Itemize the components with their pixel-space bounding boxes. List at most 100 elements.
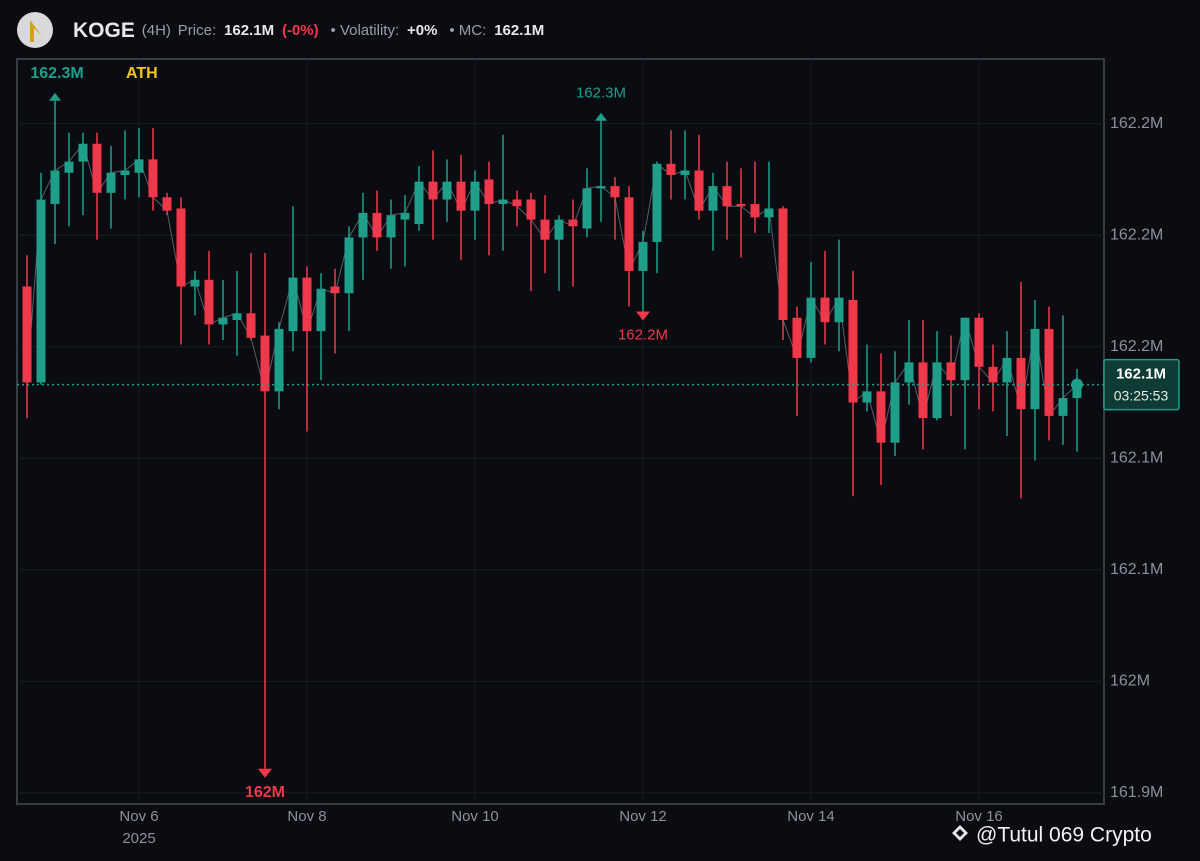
- low-label: 162.2M: [618, 326, 668, 343]
- low-label: 162M: [245, 784, 285, 801]
- candle-body: [1016, 357, 1026, 410]
- candle-body: [330, 286, 340, 294]
- candle-body: [204, 279, 214, 325]
- candle-body: [624, 197, 634, 271]
- high-marker: [595, 112, 607, 121]
- candle-body: [554, 219, 564, 240]
- candle-body: [652, 163, 662, 242]
- candle-body: [1030, 328, 1040, 410]
- candle-body: [806, 297, 816, 358]
- last-price-dot: [1071, 378, 1083, 391]
- candle-body: [372, 212, 382, 238]
- candle-body: [288, 277, 298, 332]
- logo: [17, 12, 53, 48]
- watermark: @Tutul 069 Crypto: [952, 824, 1152, 847]
- candle-body: [862, 391, 872, 403]
- candle-body: [442, 181, 452, 200]
- x-tick-label: Nov 12: [619, 808, 667, 825]
- mc: 162.1M: [494, 22, 544, 39]
- volatility: +0%: [407, 22, 437, 39]
- candle-body: [708, 186, 718, 211]
- header: KOGE (4H) Price: 162.1M (-0%) • Volatili…: [73, 19, 544, 42]
- price-label: Price:: [178, 22, 216, 39]
- candle-body: [218, 317, 228, 325]
- change: (-0%): [282, 22, 319, 39]
- high-marker: [49, 92, 61, 101]
- low-marker: [636, 311, 650, 321]
- candle-body: [680, 170, 690, 175]
- candle-body: [750, 203, 760, 218]
- candle-body: [36, 199, 46, 383]
- candle-body: [848, 299, 858, 403]
- candle-body: [890, 382, 900, 443]
- candle-body: [736, 203, 746, 207]
- candle-body: [540, 219, 550, 240]
- candle-body: [792, 317, 802, 358]
- y-tick-label: 162.1M: [1110, 449, 1163, 466]
- marks: [17, 92, 1104, 778]
- candle-body: [414, 181, 424, 225]
- high-label: 162.3M: [30, 65, 83, 82]
- low-marker: [258, 768, 272, 778]
- candle-body: [666, 163, 676, 175]
- candle-body: [302, 277, 312, 332]
- candle-body: [596, 186, 606, 189]
- candle-body: [232, 313, 242, 320]
- ath-label: ATH: [126, 65, 158, 82]
- candle-body: [456, 181, 466, 211]
- y-tick-label: 162.2M: [1110, 115, 1163, 132]
- candle-body: [1002, 357, 1012, 383]
- price: 162.1M: [224, 22, 274, 39]
- x-tick-label: Nov 14: [787, 808, 835, 825]
- candle-body: [932, 362, 942, 419]
- candle-body: [638, 241, 648, 271]
- candle-body: [120, 170, 130, 175]
- candle-body: [260, 335, 270, 392]
- candle-body: [162, 197, 172, 211]
- candle-body: [484, 179, 494, 204]
- candle-body: [1072, 384, 1082, 399]
- mc-label: • MC:: [449, 22, 486, 39]
- x-tick-label: Nov 16: [955, 808, 1003, 825]
- candle-body: [568, 219, 578, 227]
- candle-body: [722, 186, 732, 207]
- candle-body: [778, 208, 788, 320]
- x-tick-label: Nov 6: [119, 808, 158, 825]
- candle-body: [386, 215, 396, 238]
- candle-body: [1058, 398, 1068, 416]
- y-tick-label: 162.2M: [1110, 338, 1163, 355]
- candle-body: [582, 188, 592, 229]
- candle-body: [78, 143, 88, 162]
- volatility-label: • Volatility:: [331, 22, 400, 39]
- candle-body: [526, 199, 536, 220]
- candle-body: [988, 366, 998, 383]
- candle-body: [176, 208, 186, 287]
- candle-body: [316, 288, 326, 332]
- candle-body: [834, 297, 844, 323]
- candle-body: [50, 170, 60, 204]
- high-label: 162.3M: [576, 85, 626, 102]
- x-tick-label: Nov 10: [451, 808, 499, 825]
- candle-body: [400, 212, 410, 220]
- candle-body: [134, 159, 144, 173]
- candle-body: [92, 143, 102, 193]
- candle-body: [274, 328, 284, 392]
- interval: (4H): [142, 22, 171, 39]
- candle-body: [190, 279, 200, 287]
- y-tick-label: 161.9M: [1110, 784, 1163, 801]
- year-label: 2025: [122, 830, 155, 847]
- candle-body: [946, 362, 956, 381]
- candle-body: [358, 212, 368, 238]
- candle-body: [610, 186, 620, 198]
- candle-body: [22, 286, 32, 383]
- y-tick-label: 162.2M: [1110, 226, 1163, 243]
- symbol: KOGE: [73, 19, 135, 42]
- candle-body: [876, 391, 886, 443]
- plot-frame: [16, 58, 1105, 805]
- candle-body: [512, 199, 522, 207]
- candle-body: [1044, 328, 1054, 416]
- candle-body: [904, 362, 914, 383]
- candle-body: [344, 237, 354, 294]
